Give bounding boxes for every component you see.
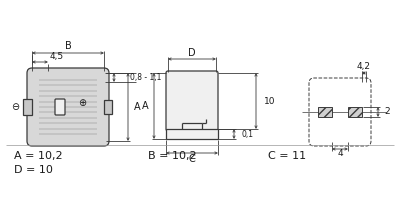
- Text: 4: 4: [337, 149, 343, 159]
- Text: A = 10,2: A = 10,2: [14, 151, 63, 161]
- Text: A: A: [142, 101, 149, 111]
- Text: C = 11: C = 11: [268, 151, 306, 161]
- Text: D: D: [188, 48, 196, 58]
- Bar: [348, 107, 362, 117]
- Text: C: C: [189, 154, 195, 164]
- Text: 2: 2: [384, 107, 390, 117]
- Text: 0,8 - 1,1: 0,8 - 1,1: [130, 73, 161, 82]
- Text: B = 10,2: B = 10,2: [148, 151, 197, 161]
- FancyBboxPatch shape: [27, 68, 109, 146]
- Bar: [104, 100, 112, 114]
- Bar: [318, 107, 332, 117]
- Bar: [23, 99, 32, 115]
- Text: 4,5: 4,5: [50, 53, 64, 61]
- FancyBboxPatch shape: [166, 71, 218, 131]
- Text: ⊕: ⊕: [78, 98, 86, 108]
- FancyBboxPatch shape: [55, 99, 65, 115]
- Text: 4,2: 4,2: [357, 62, 371, 72]
- Text: B: B: [65, 41, 71, 51]
- Text: 0,1: 0,1: [242, 129, 254, 139]
- Bar: [166, 129, 218, 139]
- Text: D = 10: D = 10: [14, 165, 53, 175]
- Text: ⊖: ⊖: [11, 102, 19, 112]
- Text: 10: 10: [264, 97, 276, 105]
- Text: A: A: [134, 102, 141, 112]
